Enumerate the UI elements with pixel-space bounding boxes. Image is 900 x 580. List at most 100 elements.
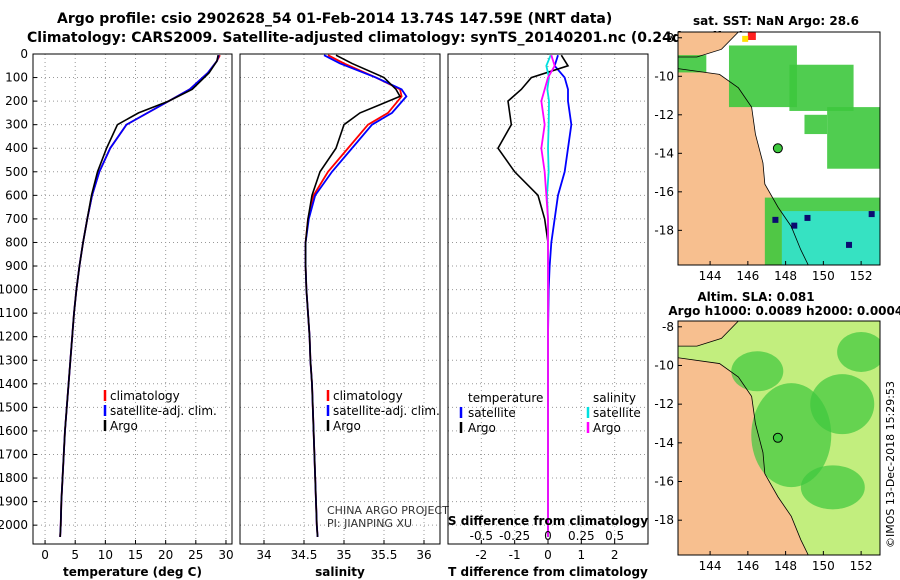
x-tick-label: 35.5 [371, 548, 398, 562]
series-climatology [59, 54, 221, 537]
sst-cold [804, 214, 811, 221]
legend-label: satellite [468, 406, 516, 420]
map-y-tick-label: -10 [654, 69, 674, 83]
argo-float-marker [772, 432, 783, 443]
x-tick-label: 30 [218, 548, 233, 562]
x-axis-label: T difference from climatology [448, 565, 648, 579]
panel-temperature: 0 5 10 15 20 25 30 temperature (deg C) climatolo… [32, 53, 234, 579]
sla-blob [731, 351, 784, 392]
map-x-tick-label: 152 [850, 269, 873, 283]
y-tick-label: 200 [5, 94, 28, 108]
x-tick-label: 35 [336, 548, 351, 562]
map-y-tick-label: -14 [654, 146, 674, 160]
series-s-argo [540, 54, 556, 537]
map-x-tick-label: 148 [774, 269, 797, 283]
x-tick-label: 25 [188, 548, 203, 562]
map-y-tick-label: -18 [654, 513, 674, 527]
sst-cold [772, 216, 779, 223]
map-x-tick-label: 146 [736, 269, 759, 283]
x-tick-label: -2 [475, 548, 487, 562]
sst-cold [791, 222, 798, 229]
x-tick-label: 0 [544, 548, 552, 562]
series-satellite-adj-clim- [304, 54, 408, 537]
map-sst_map: 144 146 148 150 152 -8 -10 -12 -14 -16 -18 [654, 31, 881, 283]
s-tick-label: 0.25 [568, 529, 595, 543]
x-tick-label: 2 [611, 548, 619, 562]
sla-blob [810, 374, 875, 435]
map-y-tick-label: -8 [662, 31, 674, 45]
y-tick-label: 1800 [0, 471, 28, 485]
sst-warm [742, 35, 749, 42]
legend-title-salinity: salinity [593, 391, 636, 405]
map-y-tick-label: -12 [654, 108, 674, 122]
legend-label: Argo [110, 419, 138, 433]
title-line-1: Argo profile: csio 2902628_54 01-Feb-201… [57, 11, 613, 27]
y-tick-label: 2000 [0, 518, 28, 532]
legend-label: Argo [333, 419, 361, 433]
map-frame [677, 320, 881, 556]
y-tick-label: 1000 [0, 283, 28, 297]
y-tick-label: 300 [5, 118, 28, 132]
legend-label: Argo [468, 421, 496, 435]
y-tick-label: 1400 [0, 377, 28, 391]
legend-label: climatology [333, 389, 403, 403]
series-satellite-adj-clim- [59, 54, 220, 537]
title-line-2: Climatology: CARS2009. Satellite-adjuste… [27, 30, 745, 46]
x-tick-label: 1 [578, 548, 586, 562]
sst-cold [846, 241, 853, 248]
y-tick-label: 800 [5, 235, 28, 249]
map-x-tick-label: 144 [699, 269, 722, 283]
s-tick-label: 0.5 [605, 529, 624, 543]
s-axis-label: S difference from climatology [448, 514, 648, 528]
y-tick-label: 400 [5, 141, 28, 155]
series-argo [59, 55, 219, 537]
map-x-tick-label: 148 [774, 559, 797, 573]
x-tick-label: 5 [71, 548, 79, 562]
sst-patch [789, 64, 854, 111]
map-y-tick-label: -12 [654, 397, 674, 411]
map-frame [677, 31, 881, 266]
annotation-line: CHINA ARGO PROJECT [327, 504, 449, 517]
sst-cold [868, 211, 875, 218]
map-x-tick-label: 146 [736, 559, 759, 573]
legend-title-temperature: temperature [468, 391, 543, 405]
sla-blob [837, 331, 880, 372]
map-sla_map: 144 146 148 150 152 -8 -10 -12 -14 -16 -18 [654, 320, 881, 573]
map-title-sst: sat. SST: NaN Argo: 28.6 [693, 14, 859, 28]
legend-label: climatology [110, 389, 180, 403]
coastline [678, 32, 880, 265]
panel-salinity: 34 34.5 35 35.5 36 salinity climatologysatelli… [239, 53, 449, 579]
x-tick-label: -1 [509, 548, 521, 562]
sst-patch [728, 45, 797, 108]
s-tick-label: -0.5 [470, 529, 493, 543]
map-x-tick-label: 150 [812, 269, 835, 283]
x-axis-label: temperature (deg C) [63, 565, 202, 579]
coastline [678, 321, 880, 555]
y-tick-label: 900 [5, 259, 28, 273]
x-tick-label: 15 [128, 548, 143, 562]
series-t-argo [497, 54, 570, 537]
plot-frame [32, 53, 233, 545]
map-x-tick-label: 144 [699, 559, 722, 573]
y-tick-label: 1700 [0, 447, 28, 461]
x-tick-label: 10 [98, 548, 113, 562]
x-tick-label: 34 [256, 548, 271, 562]
legend-label: Argo [593, 421, 621, 435]
legend-label: satellite-adj. clim. [333, 404, 440, 418]
s-tick-label: -0.25 [499, 529, 530, 543]
x-tick-label: 0 [41, 548, 49, 562]
map-y-tick-label: -8 [662, 320, 674, 334]
sst-patch-cyan [781, 211, 880, 265]
series-climatology [304, 54, 403, 537]
plot-frame [239, 53, 441, 545]
map-y-tick-label: -10 [654, 358, 674, 372]
sla-blob [800, 465, 865, 510]
x-tick-label: 34.5 [291, 548, 318, 562]
map-y-tick-label: -18 [654, 223, 674, 237]
y-tick-label: 700 [5, 212, 28, 226]
map-y-tick-label: -16 [654, 475, 674, 489]
y-tick-label: 1200 [0, 330, 28, 344]
y-tick-label: 1300 [0, 353, 28, 367]
sst-patch [804, 114, 828, 135]
map-y-tick-label: -14 [654, 436, 674, 450]
